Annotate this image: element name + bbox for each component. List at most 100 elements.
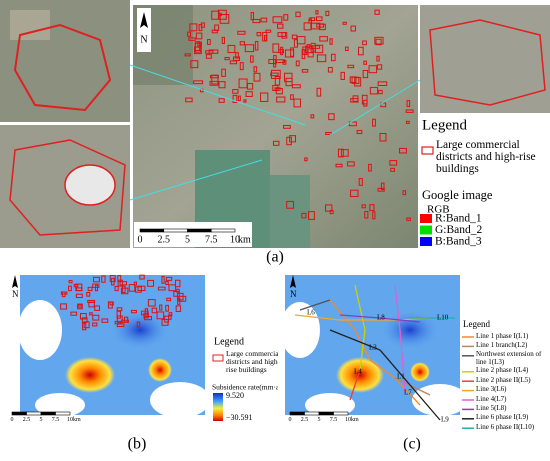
district-outline	[68, 285, 72, 292]
legend-entry: Line 4(L7)	[476, 396, 507, 403]
district-outline	[107, 301, 113, 309]
scale-label: 2.5	[158, 234, 171, 245]
metro-line	[299, 299, 331, 311]
district-outline	[173, 290, 180, 297]
connector	[129, 64, 306, 126]
caption: (a)	[266, 249, 284, 266]
district-outline	[176, 288, 180, 293]
scale-label: 10	[345, 417, 351, 423]
district-outline	[175, 305, 182, 312]
district-outline	[311, 45, 321, 49]
commercial-districts	[184, 9, 414, 221]
district-outline	[295, 11, 301, 18]
district-outline	[81, 317, 88, 323]
district-outline	[178, 295, 187, 302]
district-outline	[87, 286, 93, 292]
district-outline	[77, 303, 83, 310]
district-outline	[378, 89, 383, 95]
district-outline	[406, 100, 411, 107]
district-outline	[296, 36, 306, 45]
district-outline	[374, 9, 380, 15]
legend-title: Legend	[422, 117, 467, 133]
legend-text: Line 5(L8)	[476, 404, 507, 412]
legend-entry: Line 2 phase II(L5)	[476, 377, 531, 384]
scale-label: 7.5	[52, 417, 60, 423]
boundary	[9, 139, 126, 236]
district-outline	[369, 86, 379, 95]
district-outline	[165, 280, 169, 285]
scale-segment	[333, 411, 349, 416]
district-outline	[156, 311, 165, 320]
district-outline	[211, 74, 219, 85]
district-outline	[232, 89, 239, 94]
district-outline	[256, 32, 262, 37]
district-outline	[277, 32, 286, 37]
north-label: N	[12, 289, 19, 299]
district-outline	[235, 52, 239, 59]
metro-line	[394, 377, 431, 396]
scale-label: 10	[230, 234, 240, 245]
district-outline	[272, 140, 280, 146]
district-outline	[94, 284, 99, 292]
district-outline	[147, 279, 155, 287]
scale-segment	[55, 411, 71, 416]
district-outline	[101, 275, 106, 283]
district-outline	[75, 293, 83, 299]
district-outline	[290, 94, 294, 100]
district-outline	[311, 22, 321, 30]
district-outline	[368, 163, 372, 172]
district-outline	[68, 279, 73, 284]
district-outline	[250, 55, 254, 63]
scale-label: 5	[185, 234, 190, 245]
district-outline	[295, 60, 300, 67]
district-outline	[139, 274, 145, 280]
district-outline	[89, 312, 93, 316]
scale-segment	[210, 228, 236, 233]
district-outline	[347, 64, 355, 69]
district-outline	[159, 304, 163, 311]
colorbar-max: 9.520	[226, 391, 244, 400]
district-outline	[120, 287, 129, 295]
district-outline	[165, 276, 173, 281]
district-outline	[335, 163, 343, 168]
no-data	[150, 382, 210, 418]
district-outline	[289, 135, 296, 143]
band-swatch	[420, 214, 432, 223]
district-outline	[217, 9, 227, 20]
district-outline	[276, 96, 286, 103]
panel-b: N 0 2.5 5 7.5 10 km (b) Legend Large commerci…	[5, 270, 288, 453]
district-outline	[128, 284, 136, 292]
scale-label: 2.5	[23, 417, 31, 423]
district-outline	[168, 284, 177, 292]
legend-entry: Large commercial districts and high-rise…	[436, 139, 536, 175]
district-outline	[283, 124, 291, 129]
district-outline	[325, 132, 332, 136]
legend-subtitle: Google image	[422, 188, 493, 202]
district-outline	[390, 167, 395, 172]
legend-entry: Line 1 branch(L2)	[476, 342, 527, 349]
caption: (c)	[403, 436, 421, 453]
district-outline	[376, 55, 380, 62]
district-outline	[304, 157, 308, 162]
legend-entry: Line 1 phase I(L1)	[476, 333, 528, 340]
metro-line	[354, 284, 366, 371]
district-outline	[340, 149, 349, 157]
district-outline	[237, 95, 241, 102]
district-outline	[114, 320, 121, 325]
scale-label: 2.5	[301, 417, 309, 423]
district-outline	[329, 209, 334, 215]
district-outline	[398, 147, 407, 154]
colorbar-title: Subsidence rate(mm·a⁻¹)	[212, 383, 288, 392]
district-outline	[315, 16, 323, 22]
legend-title: Legend	[214, 336, 244, 347]
district-outline	[285, 77, 293, 87]
district-outline	[328, 113, 335, 121]
district-outline	[218, 98, 225, 103]
district-outline	[254, 41, 259, 51]
legend-title: Legend	[463, 319, 490, 329]
line-label: L10	[437, 314, 449, 322]
district-outline	[123, 316, 129, 323]
scale-segment	[289, 411, 305, 416]
district-outline	[375, 38, 382, 46]
